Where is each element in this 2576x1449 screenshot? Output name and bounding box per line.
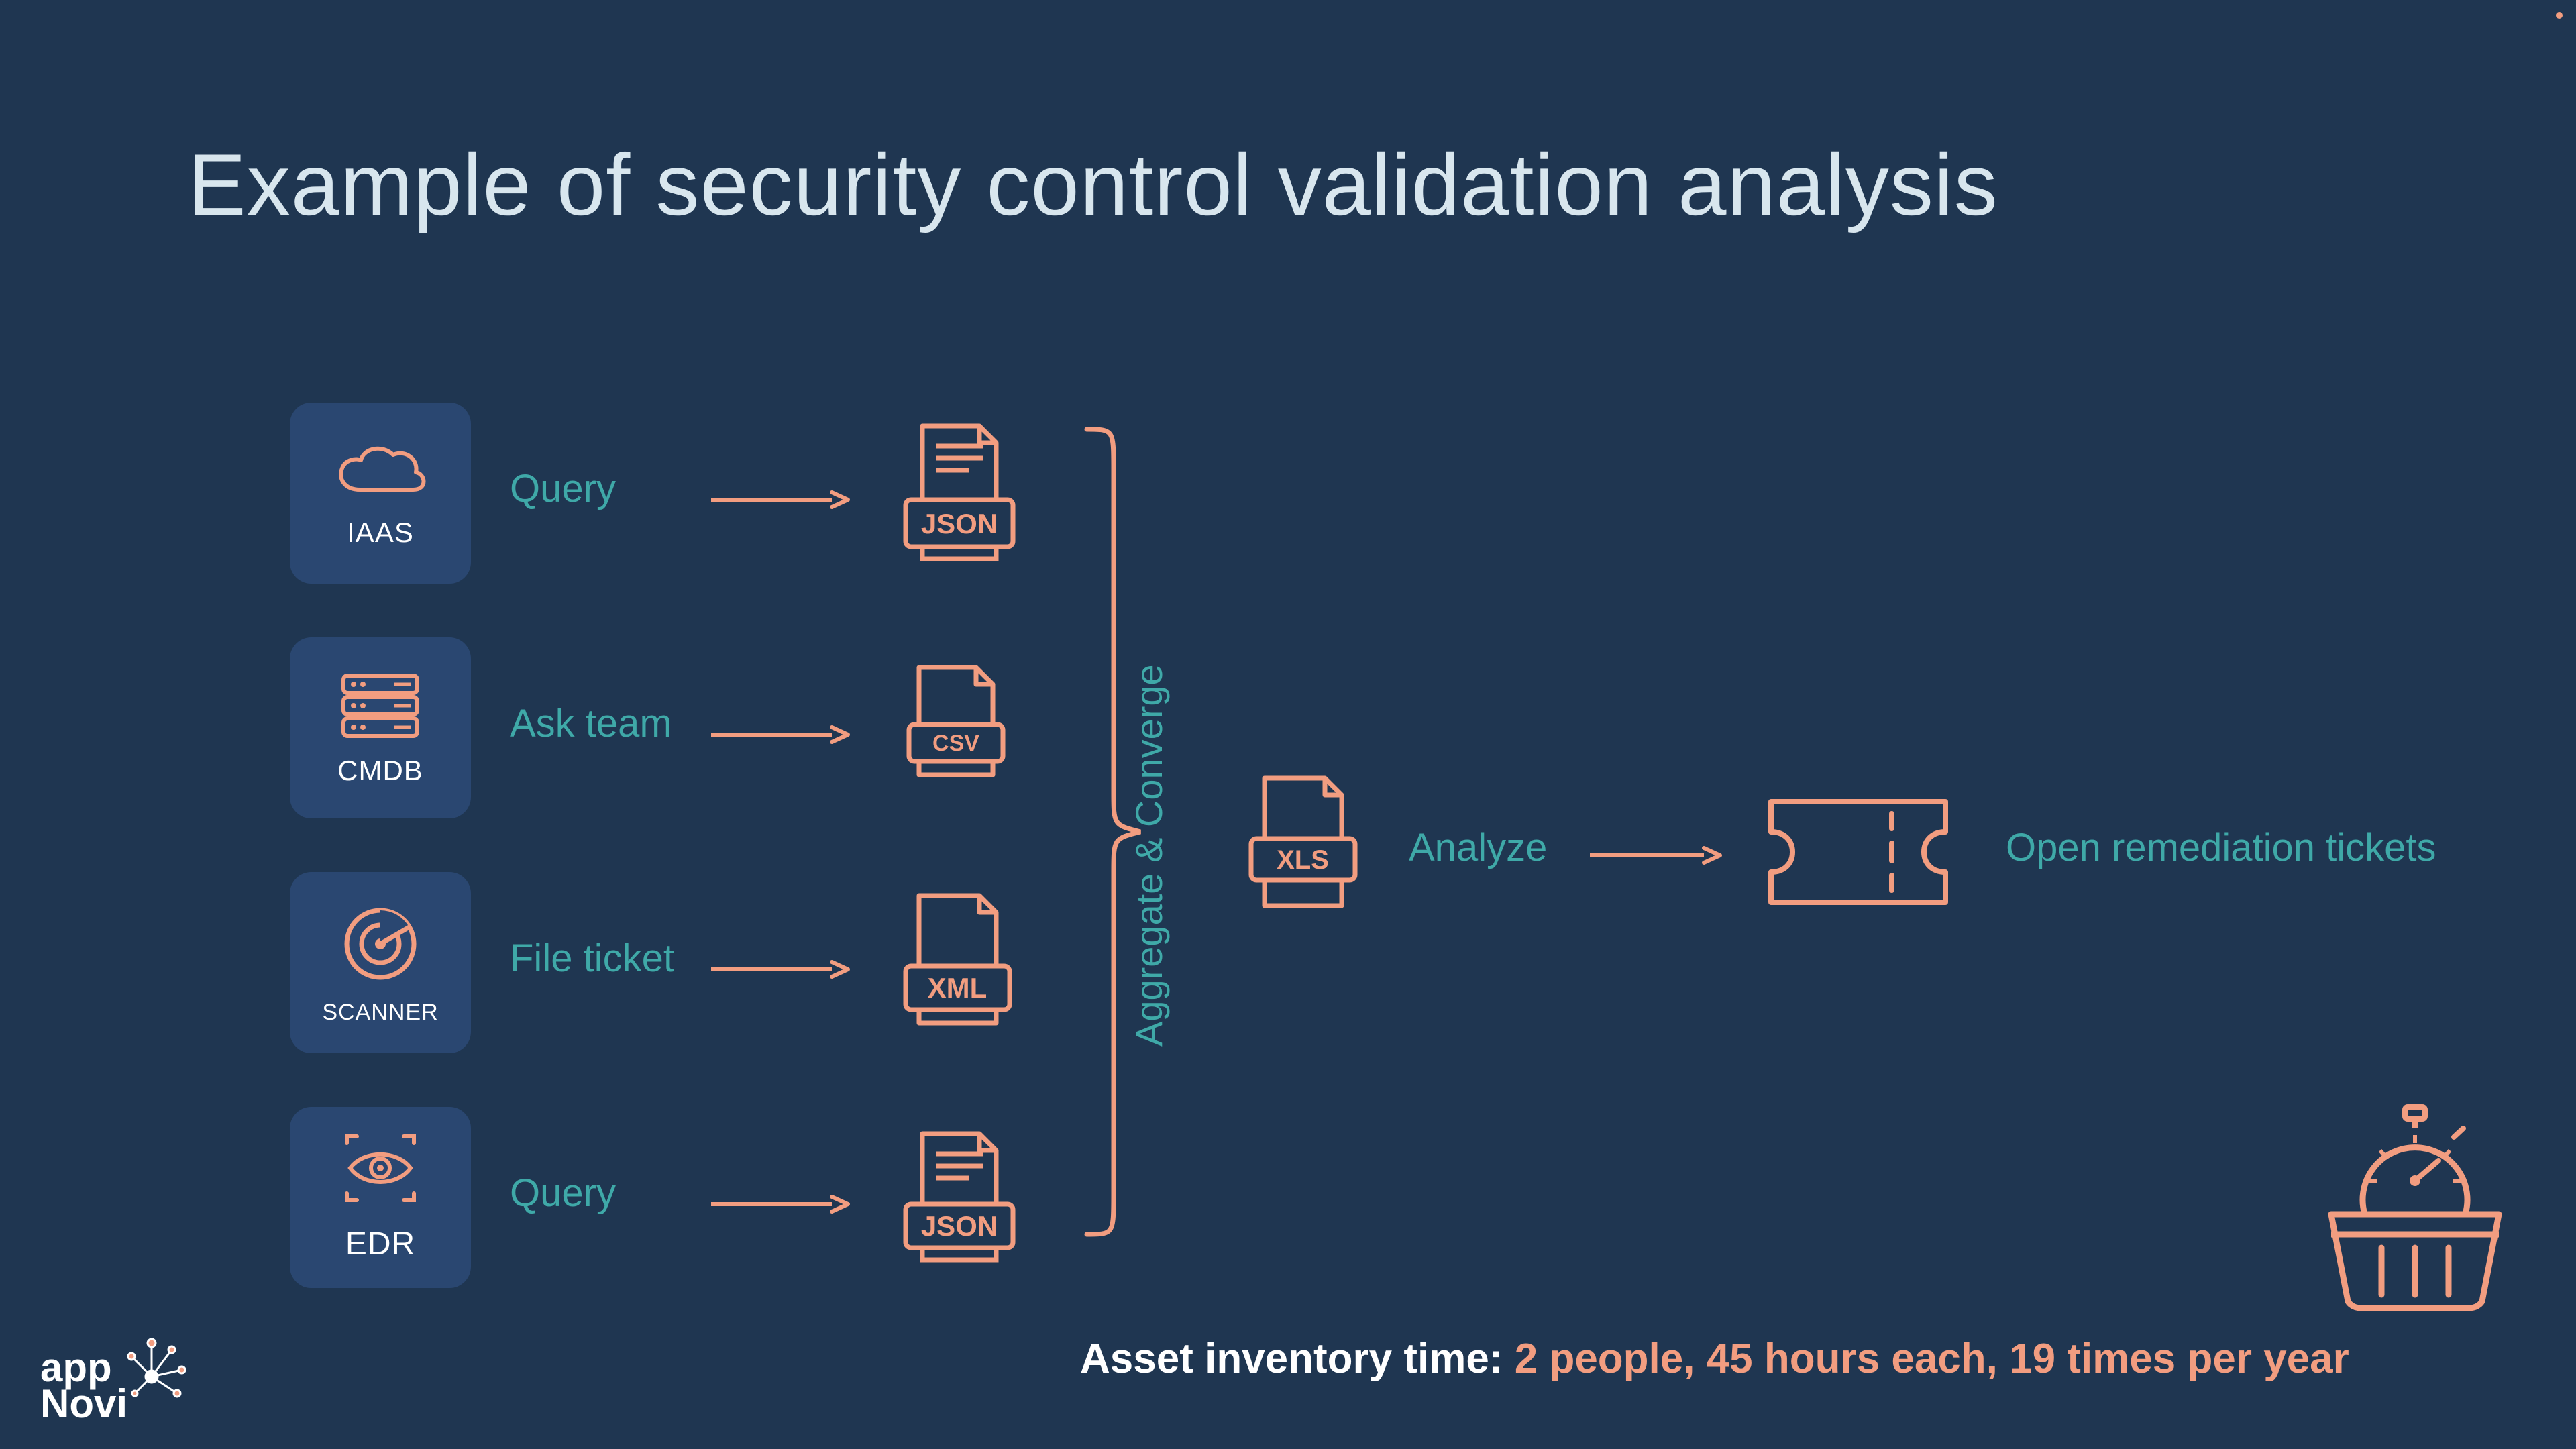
footer-stat: Asset inventory time: 2 people, 45 hours… [1080,1335,2349,1383]
arrow-iaas [711,490,852,494]
source-card-cmdb: CMDB [290,637,471,818]
source-card-edr: EDR [290,1107,471,1288]
file-json-icon-1: JSON [885,419,1020,567]
file-xml-icon: XML [885,889,1020,1036]
source-card-label: IAAS [347,517,414,549]
appnovi-logo: app Novi [40,1350,192,1422]
action-label-cmdb: Ask team [510,701,672,746]
stopwatch-basket-icon [2308,1100,2522,1318]
eye-target-icon [333,1133,427,1214]
arrow-cmdb [711,724,852,729]
logo-line2: Novi [40,1386,127,1422]
source-card-label: EDR [345,1226,415,1263]
arrow-scanner [711,959,852,963]
svg-text:JSON: JSON [921,1210,998,1242]
logo-burst-icon [125,1330,192,1410]
source-card-scanner: SCANNER [290,872,471,1053]
svg-text:XLS: XLS [1277,845,1329,875]
arrow-analyze [1590,845,1724,849]
file-json-icon-2: JSON [885,1127,1020,1268]
cloud-icon [330,437,431,504]
footer-stat-label: Asset inventory time: [1080,1336,1515,1382]
action-label-edr: Query [510,1171,616,1216]
arrow-edr [711,1194,852,1198]
source-card-iaas: IAAS [290,402,471,584]
svg-text:CSV: CSV [932,731,979,756]
slide-title: Example of security control validation a… [188,134,1998,235]
ticket-icon [1758,788,1959,919]
svg-text:JSON: JSON [921,508,998,539]
aggregate-label: Aggregate & Converge [1127,664,1171,1046]
source-card-label: CMDB [337,755,423,787]
corner-dot [2556,12,2563,19]
action-label-iaas: Query [510,466,616,511]
footer-stat-value: 2 people, 45 hours each, 19 times per ye… [1515,1336,2349,1382]
action-label-scanner: File ticket [510,936,674,981]
analyze-label: Analyze [1409,825,1547,870]
file-xls-icon: XLS [1234,771,1362,919]
logo-line1: app [40,1350,127,1386]
server-icon [333,669,427,743]
open-tickets-label: Open remediation tickets [2006,825,2436,870]
svg-text:XML: XML [928,972,987,1004]
file-csv-icon: CSV [892,661,1013,795]
source-card-label: SCANNER [322,1000,438,1026]
radar-icon [337,900,424,987]
